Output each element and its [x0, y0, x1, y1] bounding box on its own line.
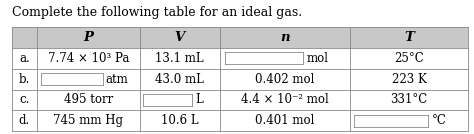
Text: 0.402 mol: 0.402 mol [255, 72, 314, 86]
Text: °C: °C [431, 114, 447, 127]
Text: d.: d. [19, 114, 30, 127]
Text: 43.0 mL: 43.0 mL [155, 72, 204, 86]
Text: 0.401 mol: 0.401 mol [255, 114, 314, 127]
Text: b.: b. [18, 72, 30, 86]
Text: n: n [280, 31, 290, 44]
Text: mol: mol [307, 52, 328, 65]
Text: P: P [83, 31, 93, 44]
Text: V: V [174, 31, 185, 44]
Text: 7.74 × 10³ Pa: 7.74 × 10³ Pa [47, 52, 129, 65]
Text: 10.6 L: 10.6 L [161, 114, 199, 127]
Text: 331°C: 331°C [391, 93, 428, 107]
Text: 745 mm Hg: 745 mm Hg [53, 114, 123, 127]
Text: atm: atm [106, 72, 128, 86]
Text: 223 K: 223 K [392, 72, 427, 86]
Text: 13.1 mL: 13.1 mL [155, 52, 204, 65]
Text: c.: c. [19, 93, 29, 107]
Text: 4.4 × 10⁻² mol: 4.4 × 10⁻² mol [241, 93, 328, 107]
Text: a.: a. [19, 52, 30, 65]
Text: L: L [196, 93, 203, 107]
Text: Complete the following table for an ideal gas.: Complete the following table for an idea… [12, 6, 302, 19]
Text: 495 torr: 495 torr [64, 93, 113, 107]
Text: T: T [404, 31, 414, 44]
Text: 25°C: 25°C [394, 52, 424, 65]
